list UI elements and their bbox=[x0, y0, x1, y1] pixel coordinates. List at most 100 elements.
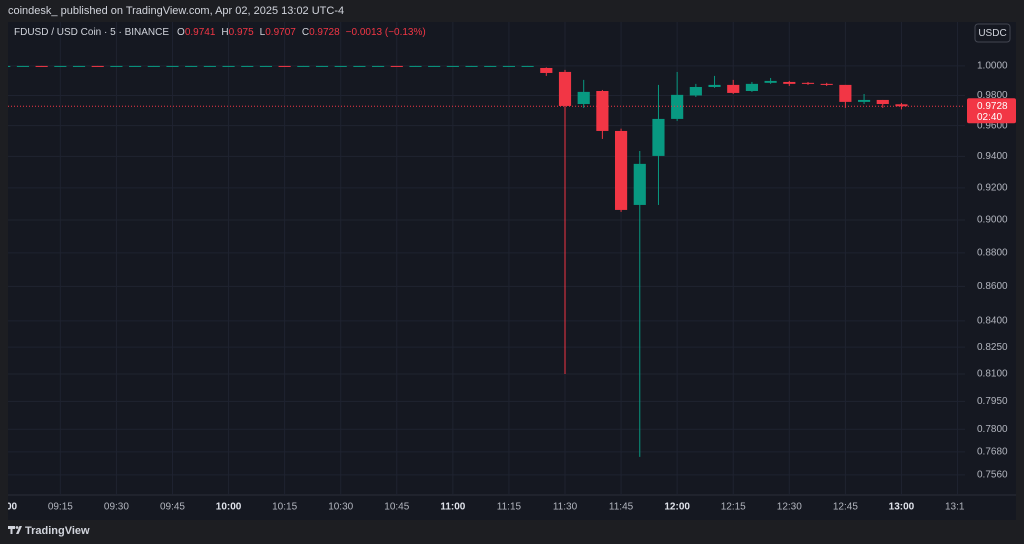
candle-body bbox=[671, 94, 684, 119]
ohlc-label: O bbox=[177, 27, 185, 38]
y-tick-label: 0.8250 bbox=[977, 342, 1008, 353]
countdown: 02:40 bbox=[977, 112, 1002, 123]
candle-body bbox=[129, 65, 142, 67]
currency-label: USDC bbox=[978, 28, 1006, 39]
candle-body bbox=[558, 71, 572, 106]
candle-body bbox=[110, 65, 123, 67]
candle-body bbox=[633, 163, 646, 205]
time-axis: 09:00 09:15 09:30 09:45 10:00 10:15 10:30 10:45… bbox=[0, 502, 965, 513]
ohlc-value: 0.9741 bbox=[185, 27, 216, 38]
x-tick-label: 12:45 bbox=[833, 502, 858, 513]
candle-body bbox=[783, 81, 796, 84]
candle-body bbox=[801, 82, 815, 84]
x-tick-label: 09:00 bbox=[0, 502, 17, 513]
candle-body bbox=[166, 65, 179, 67]
ohlc-label: H bbox=[221, 27, 228, 38]
candle-body bbox=[540, 67, 553, 73]
x-tick-label: 12:15 bbox=[721, 502, 746, 513]
candle-body bbox=[465, 65, 478, 67]
candle-body bbox=[502, 65, 516, 67]
candle-body bbox=[839, 84, 852, 102]
y-tick-label: 0.7800 bbox=[977, 424, 1008, 435]
x-tick-label: 10:15 bbox=[272, 502, 297, 513]
candle-body bbox=[222, 65, 235, 67]
chart-panel bbox=[8, 22, 1016, 520]
candle-body bbox=[708, 84, 721, 87]
y-tick-label: 0.8800 bbox=[977, 247, 1008, 258]
candle-body bbox=[428, 65, 441, 67]
candle-body bbox=[54, 65, 67, 67]
change: −0.0013 (−0.13%) bbox=[346, 27, 426, 38]
candle-body bbox=[484, 65, 497, 67]
grid bbox=[8, 22, 965, 495]
legend: FDUSD / USD Coin · 5 · BINANCE O0.9741 H0.… bbox=[14, 27, 426, 38]
published-line: coindesk_ published on TradingView.com, … bbox=[8, 5, 344, 17]
candle-body bbox=[446, 65, 459, 67]
y-tick-label: 0.9600 bbox=[977, 120, 1008, 131]
x-tick-label: 11:00 bbox=[440, 502, 465, 513]
candle-body bbox=[315, 65, 329, 67]
footer-brand: TradingView bbox=[25, 525, 90, 537]
x-tick-label: 11:30 bbox=[553, 502, 578, 513]
candle-body bbox=[203, 65, 216, 67]
x-tick-label: 09:30 bbox=[104, 502, 129, 513]
price-box bbox=[967, 98, 1016, 124]
candle-body bbox=[353, 65, 366, 67]
x-tick-label: 11:15 bbox=[497, 502, 522, 513]
candle-body bbox=[147, 65, 160, 67]
candle-body bbox=[764, 80, 777, 83]
ohlc-label: L bbox=[260, 27, 266, 38]
ohlc-label: C bbox=[302, 27, 309, 38]
candle-body bbox=[241, 65, 254, 67]
candle-body bbox=[91, 65, 104, 67]
x-tick-label: 13:00 bbox=[889, 502, 915, 513]
candle-body bbox=[895, 104, 908, 107]
candles bbox=[8, 65, 965, 457]
candle-body bbox=[689, 86, 702, 96]
candle-body bbox=[615, 130, 628, 210]
candle-body bbox=[857, 99, 871, 102]
candle-body bbox=[8, 65, 11, 67]
symbol: FDUSD / USD Coin · 5 · BINANCE bbox=[14, 27, 169, 38]
candle-body bbox=[334, 65, 347, 67]
candle-body bbox=[409, 65, 422, 67]
y-tick-label: 0.7950 bbox=[977, 396, 1008, 407]
candle-body bbox=[596, 90, 609, 131]
candle-body bbox=[278, 65, 291, 67]
candle-body bbox=[259, 65, 273, 67]
x-tick-label: 10:30 bbox=[328, 502, 353, 513]
x-tick-label: 09:15 bbox=[48, 502, 73, 513]
ohlc-value: 0.975 bbox=[229, 27, 254, 38]
candle-body bbox=[372, 65, 385, 67]
candle-body bbox=[577, 91, 590, 104]
y-tick-label: 1.0000 bbox=[977, 61, 1008, 72]
candle-body bbox=[185, 65, 198, 67]
candle-body bbox=[652, 118, 665, 156]
price-label: 0.9728 bbox=[977, 101, 1008, 112]
logo-icon bbox=[8, 526, 22, 534]
candle-body bbox=[521, 65, 534, 67]
price-axis: 1.0000 0.9800 0.9600 0.9400 0.9200 0.9000 0.88… bbox=[967, 61, 1016, 481]
footer-logo bbox=[8, 526, 22, 534]
y-tick-label: 0.8400 bbox=[977, 315, 1008, 326]
candle-body bbox=[297, 65, 310, 67]
candle-body bbox=[745, 83, 758, 91]
y-tick-label: 0.8100 bbox=[977, 369, 1008, 380]
y-tick-label: 0.9800 bbox=[977, 90, 1008, 101]
y-tick-label: 0.9400 bbox=[977, 151, 1008, 162]
x-tick-label: 10:45 bbox=[384, 502, 409, 513]
y-tick-label: 0.7680 bbox=[977, 446, 1008, 457]
ohlc-value: 0.9728 bbox=[309, 27, 340, 38]
y-tick-label: 0.7560 bbox=[977, 470, 1008, 481]
currency-button[interactable] bbox=[974, 23, 1011, 43]
candle-body bbox=[820, 83, 833, 85]
logo-dot bbox=[15, 526, 19, 529]
x-tick-label: 09:45 bbox=[160, 502, 185, 513]
x-tick-label: 12:00 bbox=[664, 502, 690, 513]
ohlc-value: 0.9707 bbox=[265, 27, 296, 38]
x-tick-label: 10:00 bbox=[216, 502, 242, 513]
candle-body bbox=[35, 65, 48, 67]
candle-body bbox=[390, 65, 403, 67]
x-tick-label: 12:30 bbox=[777, 502, 802, 513]
